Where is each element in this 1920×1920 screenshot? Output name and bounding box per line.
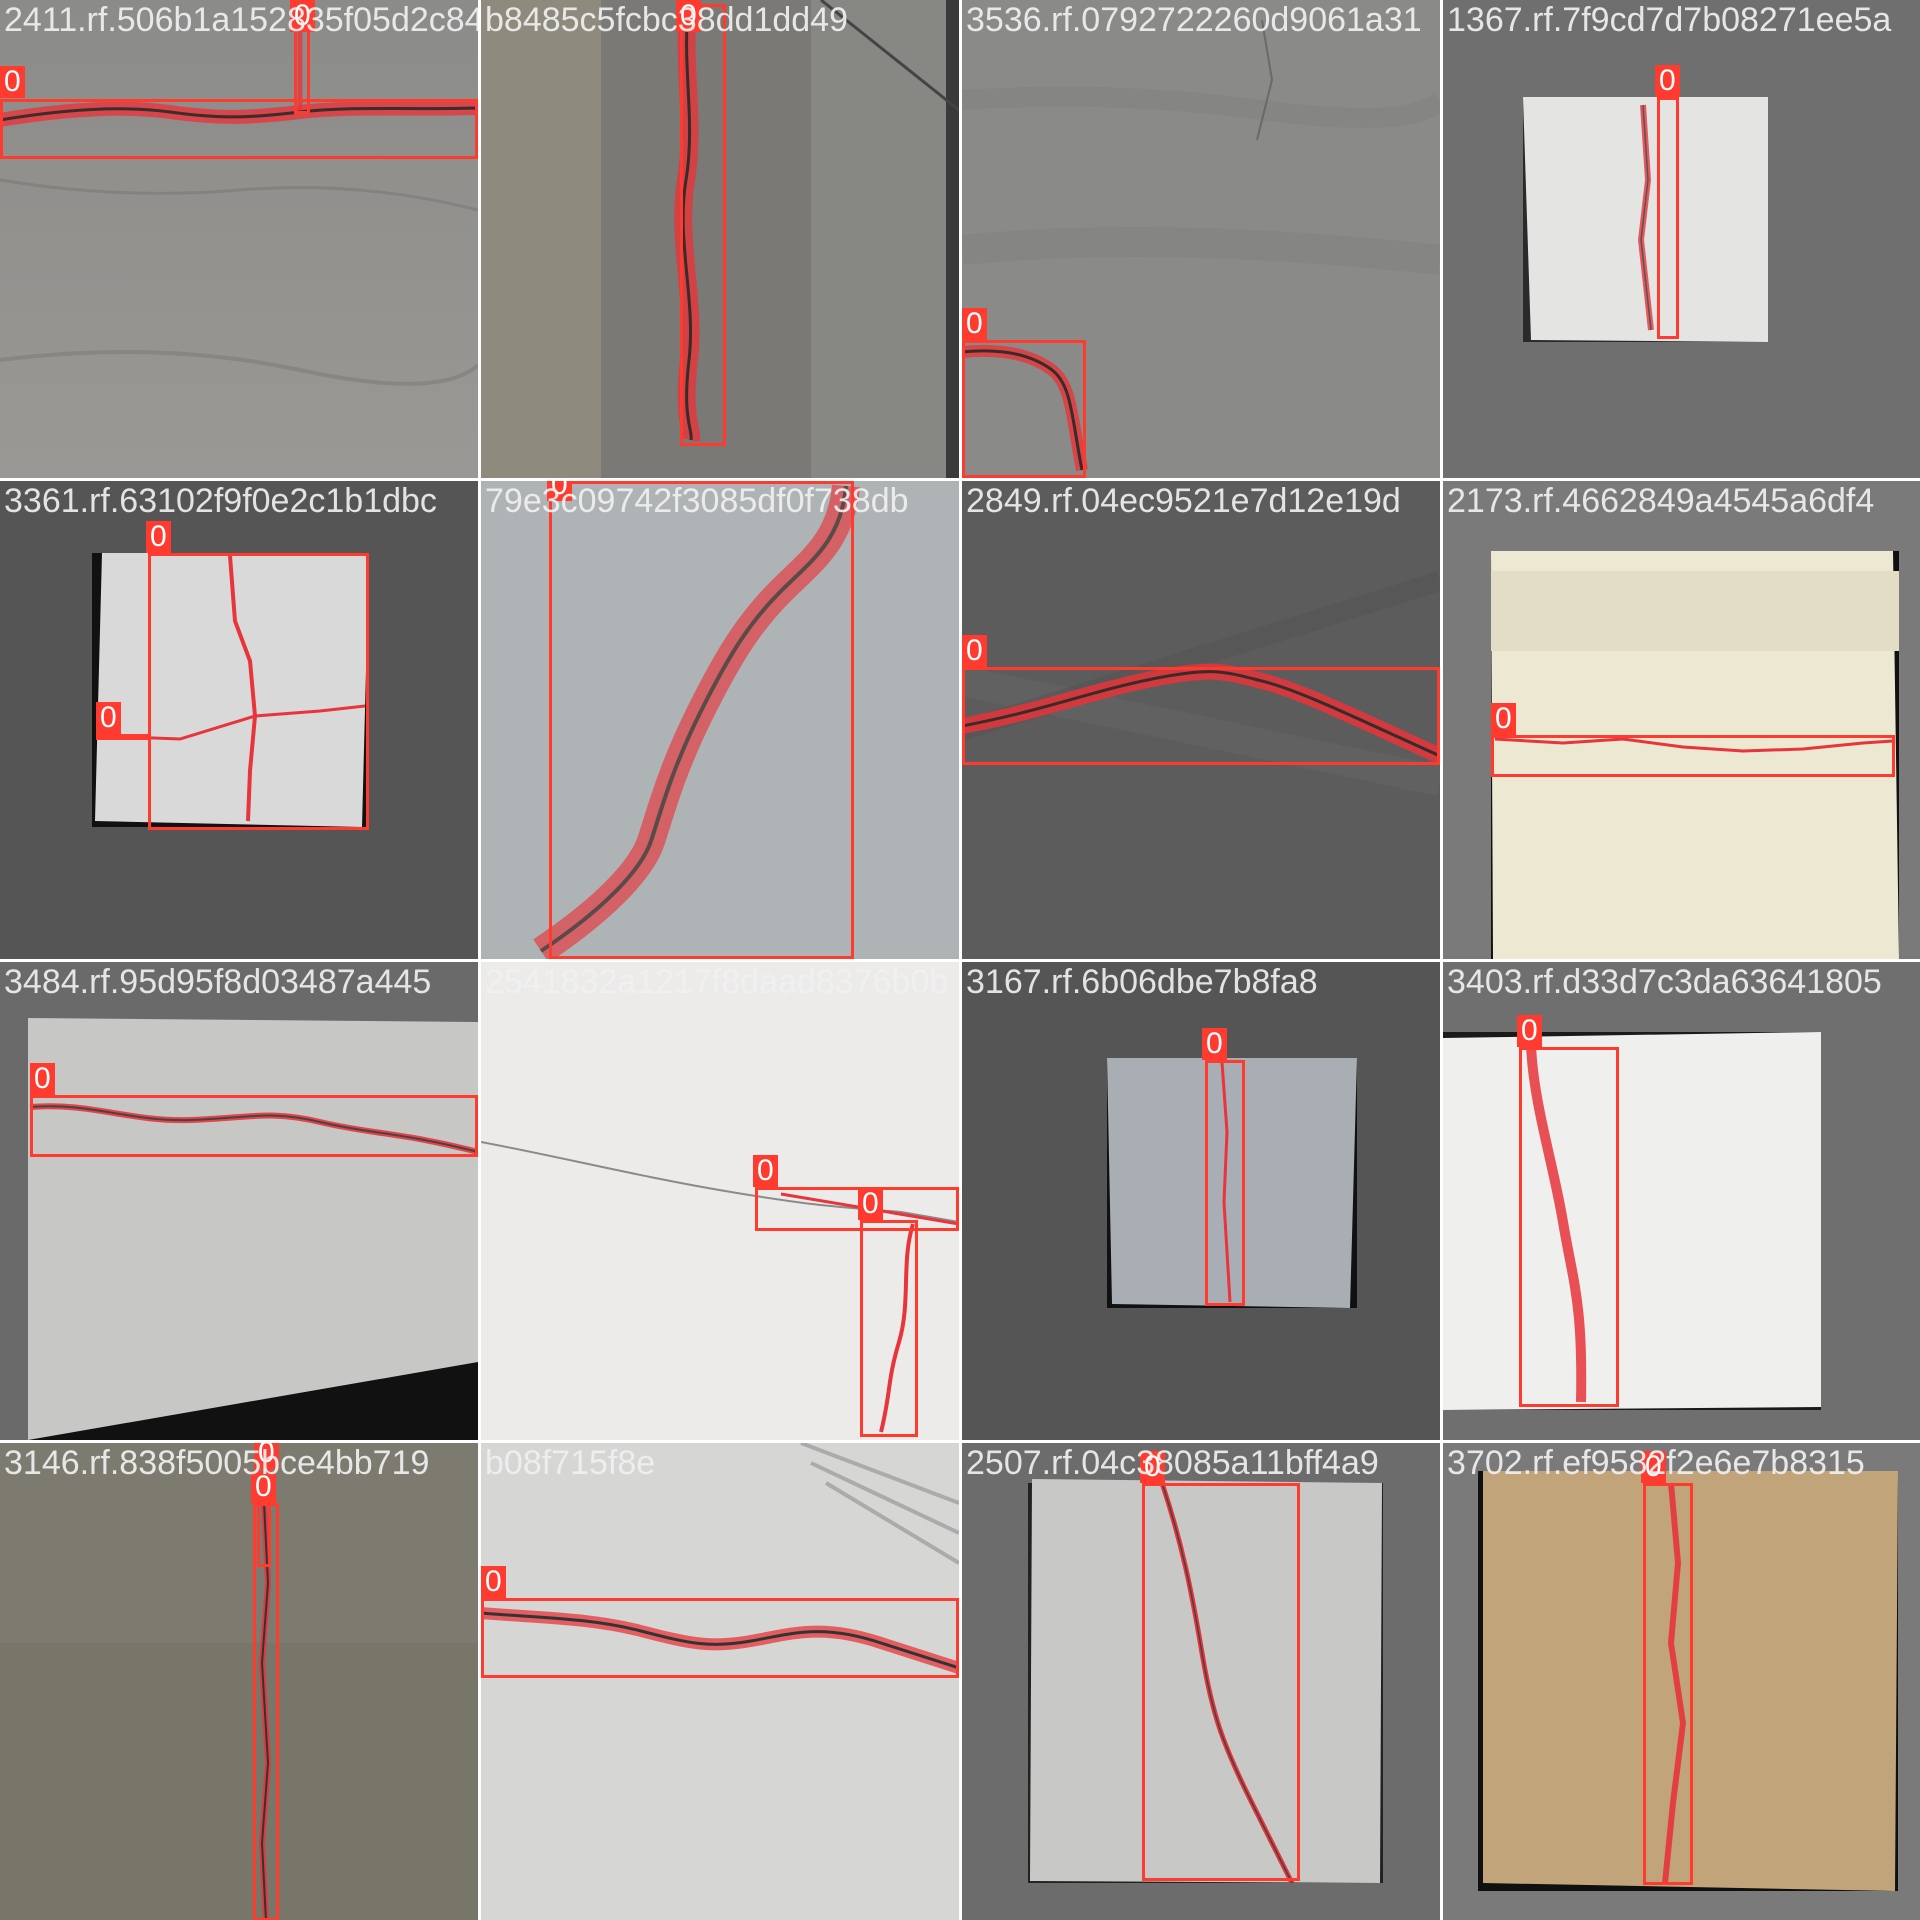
concrete-image [0, 0, 478, 478]
detection-box [1643, 1483, 1693, 1885]
detection-box [1205, 1060, 1245, 1306]
tile: 0 b8485c5fcbc38dd1dd49 [481, 0, 959, 478]
class-label: 0 [547, 481, 572, 501]
detection-box [1491, 735, 1895, 777]
class-label: 0 [0, 66, 25, 98]
class-label: 0 [96, 702, 121, 734]
detection-box [549, 481, 854, 959]
class-label: 0 [962, 635, 987, 667]
tile: 0 3536.rf.0792722260d9061a31 [962, 0, 1440, 478]
tile: 0 0 3146.rf.838f5005bce4bb719 [0, 1443, 478, 1920]
detection-box [1519, 1047, 1619, 1407]
class-label: 0 [1655, 65, 1680, 97]
concrete-image [1443, 481, 1920, 959]
tile: 0 0 2411.rf.506b1a152835f05d2c8485c5fcb3… [0, 0, 478, 478]
detection-box [962, 667, 1440, 765]
class-label: 0 [1202, 1028, 1227, 1060]
tile: 0 1367.rf.7f9cd7d7b08271ee5a [1443, 0, 1920, 478]
concrete-image [481, 481, 959, 959]
detection-box [860, 1220, 918, 1437]
detection-box [148, 553, 369, 830]
class-label: 0 [1140, 1451, 1165, 1483]
crack-mask [879, 1223, 915, 1433]
class-label: 0 [1491, 703, 1516, 735]
detection-box [0, 99, 478, 159]
class-label: 0 [30, 1063, 55, 1095]
crack-mask [228, 555, 258, 822]
crack-mask [1662, 1482, 1687, 1884]
class-label: 0 [1517, 1015, 1542, 1047]
concrete-image [1443, 1443, 1920, 1920]
crack-mask [1220, 1061, 1232, 1303]
concrete-image [0, 962, 478, 1440]
concrete-image [1443, 962, 1920, 1440]
concrete-image [962, 1443, 1440, 1920]
detection-box [481, 1598, 959, 1678]
tile: 0 b08f715f8e [481, 1443, 959, 1920]
detection-box [96, 734, 150, 740]
class-label: 0 [254, 1443, 279, 1469]
concrete-image [962, 962, 1440, 1440]
class-label: 0 [481, 1566, 506, 1598]
tile: 0 0 2541832a1217f8daad8376b0b [481, 962, 959, 1440]
concrete-image [481, 0, 959, 478]
class-label: 0 [251, 1471, 276, 1503]
concrete-image [0, 481, 478, 959]
concrete-image [962, 0, 1440, 478]
tile: 0 2507.rf.04c38085a11bff4a9 [962, 1443, 1440, 1920]
class-label: 0 [146, 521, 171, 553]
tile: 0 3484.rf.95d95f8d03487a445 [0, 962, 478, 1440]
crack-mask [1526, 1043, 1587, 1403]
class-label: 0 [858, 1188, 883, 1220]
detection-box [253, 1503, 279, 1920]
class-label: 0 [753, 1155, 778, 1187]
tile: 0 3167.rf.6b06dbe7b8fa8 [962, 962, 1440, 1440]
detection-box [680, 4, 726, 446]
concrete-image [1443, 0, 1920, 478]
tile: 0 79e3c09742f3085df0f738db [481, 481, 959, 959]
crack-mask [1494, 737, 1894, 753]
tile: 0 3403.rf.d33d7c3da63641805 [1443, 962, 1920, 1440]
concrete-image [0, 1443, 478, 1920]
class-label: 0 [1641, 1451, 1666, 1483]
detection-box [1142, 1483, 1300, 1881]
detection-box [755, 1187, 959, 1231]
tile: 0 3702.rf.ef9582f2e6e7b8315 [1443, 1443, 1920, 1920]
class-label: 0 [676, 0, 701, 32]
tile: 0 2849.rf.04ec9521e7d12e19d [962, 481, 1440, 959]
detection-box [962, 340, 1086, 478]
concrete-image [481, 1443, 959, 1920]
detection-box [1657, 97, 1679, 339]
detection-box [30, 1095, 478, 1157]
class-label: 0 [290, 0, 315, 32]
tile: 0 2173.rf.4662849a4545a6df4 [1443, 481, 1920, 959]
class-label: 0 [962, 308, 987, 340]
tile: 0 0 3361.rf.63102f9f0e2c1b1dbc [0, 481, 478, 959]
